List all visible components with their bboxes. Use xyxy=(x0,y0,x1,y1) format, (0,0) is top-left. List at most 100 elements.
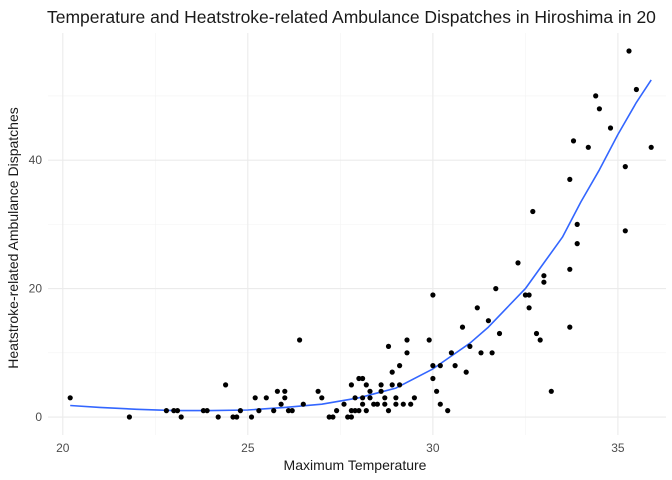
data-point xyxy=(408,401,414,407)
data-point xyxy=(163,408,169,414)
data-point xyxy=(437,401,443,407)
data-point xyxy=(648,144,654,150)
data-point xyxy=(397,382,403,388)
gridlines xyxy=(48,33,666,435)
data-point xyxy=(389,369,395,375)
y-tick-label: 20 xyxy=(29,282,43,296)
data-point xyxy=(348,408,354,414)
data-point xyxy=(282,395,288,401)
data-point xyxy=(400,401,406,407)
data-point xyxy=(459,324,466,330)
data-point xyxy=(397,363,403,369)
data-point xyxy=(622,228,628,234)
data-point xyxy=(256,408,262,414)
x-tick-label: 25 xyxy=(241,441,255,455)
data-point xyxy=(430,375,436,382)
data-point xyxy=(345,414,351,420)
data-point xyxy=(515,260,521,266)
data-point xyxy=(374,401,380,407)
data-point xyxy=(289,408,295,414)
data-point xyxy=(430,363,436,369)
data-point xyxy=(356,375,362,382)
data-point xyxy=(607,125,614,131)
data-point xyxy=(271,408,277,414)
data-point xyxy=(496,330,503,337)
data-point xyxy=(348,382,354,388)
data-point xyxy=(404,350,410,356)
data-point xyxy=(352,408,358,414)
data-point xyxy=(389,382,395,388)
data-point xyxy=(626,48,632,54)
data-point xyxy=(533,330,540,337)
data-point xyxy=(367,388,373,394)
data-point xyxy=(585,144,591,150)
data-point xyxy=(360,375,366,382)
data-point xyxy=(126,414,132,420)
data-point xyxy=(230,414,236,420)
data-point xyxy=(393,395,399,401)
data-point xyxy=(330,414,336,420)
data-point xyxy=(360,395,366,401)
data-point xyxy=(633,86,640,93)
x-tick-label: 20 xyxy=(56,441,70,455)
data-point xyxy=(178,414,184,420)
data-point xyxy=(574,241,580,247)
data-point xyxy=(448,350,454,356)
data-point xyxy=(348,414,354,420)
data-point xyxy=(522,292,529,298)
data-point xyxy=(378,382,384,388)
data-point xyxy=(596,106,603,112)
data-point xyxy=(567,324,573,330)
data-point xyxy=(385,343,392,349)
data-point xyxy=(385,408,392,414)
data-point xyxy=(411,395,417,401)
data-point xyxy=(300,401,306,407)
data-point xyxy=(171,408,177,414)
data-point xyxy=(434,388,440,394)
data-point xyxy=(341,401,347,407)
data-point xyxy=(541,279,547,285)
data-point xyxy=(445,408,451,414)
x-axis-title: Maximum Temperature xyxy=(284,457,427,473)
y-tick-label: 40 xyxy=(29,153,43,167)
data-point xyxy=(326,414,332,420)
data-point xyxy=(363,382,369,388)
data-point xyxy=(200,408,206,414)
data-point xyxy=(352,395,358,401)
data-point xyxy=(315,388,321,394)
trend-line xyxy=(70,79,652,412)
data-point xyxy=(282,388,288,394)
data-point xyxy=(237,408,243,414)
x-tick-label: 35 xyxy=(611,441,625,455)
data-point xyxy=(319,395,325,401)
data-point xyxy=(437,363,443,369)
data-point xyxy=(541,273,547,279)
y-axis-title: Heatstroke-related Ambulance Dispatches xyxy=(5,107,21,368)
data-point xyxy=(371,401,377,407)
data-point xyxy=(474,305,480,311)
data-point xyxy=(367,395,373,401)
x-tick-label: 30 xyxy=(426,441,440,455)
y-tick-label: 0 xyxy=(35,410,42,424)
data-point xyxy=(478,350,484,356)
tick-labels: 20 25 30 35 0 20 40 xyxy=(29,153,625,455)
data-point xyxy=(463,369,469,375)
data-point xyxy=(567,266,573,272)
data-point xyxy=(393,401,399,407)
data-point xyxy=(248,414,255,420)
data-point xyxy=(537,337,543,343)
data-point xyxy=(485,318,491,324)
data-point xyxy=(426,337,432,343)
data-point xyxy=(382,395,388,401)
data-point xyxy=(334,408,340,414)
data-point xyxy=(360,401,366,407)
trend-layer xyxy=(70,79,652,412)
chart-title: Temperature and Heatstroke-related Ambul… xyxy=(47,7,656,27)
data-point xyxy=(548,388,554,394)
data-point xyxy=(570,138,577,144)
data-point xyxy=(489,350,495,356)
data-point xyxy=(467,343,473,349)
data-point xyxy=(215,414,221,420)
data-point xyxy=(526,305,532,311)
data-point xyxy=(67,395,73,401)
